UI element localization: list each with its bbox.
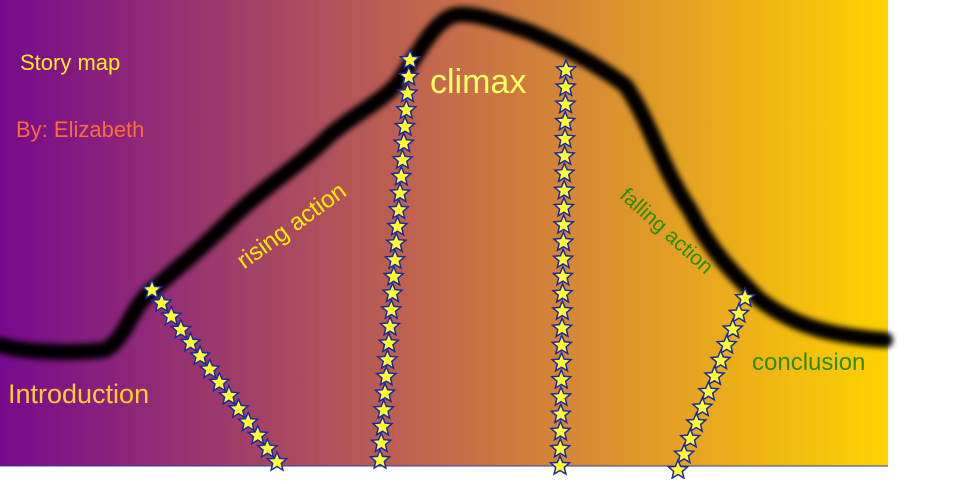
star	[554, 92, 577, 115]
star	[368, 448, 392, 470]
star	[552, 213, 576, 235]
star	[552, 178, 576, 201]
star	[703, 364, 726, 386]
star	[371, 414, 394, 437]
star	[553, 144, 577, 166]
star	[552, 230, 575, 252]
star	[383, 248, 407, 270]
star	[384, 231, 408, 253]
star	[188, 344, 212, 366]
star	[373, 381, 397, 403]
star	[551, 247, 575, 270]
star	[159, 304, 183, 327]
star	[548, 436, 572, 459]
star	[265, 450, 289, 472]
star	[684, 411, 708, 433]
star	[207, 370, 231, 393]
star	[394, 98, 418, 120]
star	[709, 348, 732, 371]
star	[217, 383, 241, 406]
star	[246, 423, 270, 446]
star	[550, 316, 574, 338]
star	[721, 317, 745, 339]
star	[381, 281, 404, 303]
star	[549, 419, 572, 442]
star	[672, 442, 696, 465]
star	[552, 195, 576, 218]
star	[382, 264, 406, 287]
star	[550, 333, 574, 356]
star	[678, 426, 702, 449]
star	[236, 410, 260, 432]
star	[169, 317, 193, 340]
star	[553, 126, 577, 149]
star	[179, 330, 202, 353]
star	[389, 164, 413, 187]
star	[227, 397, 250, 419]
star	[554, 58, 578, 80]
star	[372, 398, 396, 420]
star	[393, 114, 417, 137]
star	[727, 301, 751, 324]
star	[374, 364, 398, 387]
star	[377, 331, 401, 353]
star	[397, 64, 421, 87]
star	[256, 436, 279, 459]
star	[378, 314, 402, 337]
star	[691, 395, 714, 418]
star	[396, 81, 419, 103]
star	[553, 161, 576, 183]
star	[550, 350, 573, 373]
author: By: Elizabeth	[16, 117, 144, 142]
star	[388, 181, 412, 203]
star	[549, 385, 573, 407]
star	[369, 431, 393, 453]
star	[733, 286, 757, 308]
star	[387, 198, 411, 220]
star	[666, 458, 690, 480]
climax-label: climax	[430, 63, 526, 101]
background	[0, 0, 888, 466]
star	[550, 299, 574, 321]
star	[553, 109, 577, 132]
star	[379, 298, 403, 320]
star	[549, 367, 573, 390]
star	[548, 454, 572, 476]
star	[198, 357, 222, 380]
star	[140, 278, 164, 300]
star-lines	[140, 48, 757, 480]
star	[551, 281, 574, 304]
star	[549, 402, 573, 424]
star	[398, 48, 422, 70]
star	[376, 348, 399, 370]
title: Story map	[20, 50, 120, 75]
star	[391, 148, 414, 170]
star	[386, 214, 409, 237]
star	[715, 332, 739, 355]
introduction-label: Introduction	[8, 379, 149, 409]
star	[150, 291, 173, 313]
star	[392, 131, 416, 153]
star	[551, 264, 575, 287]
star	[697, 379, 720, 402]
conclusion-label: conclusion	[752, 349, 865, 376]
star	[554, 75, 578, 97]
